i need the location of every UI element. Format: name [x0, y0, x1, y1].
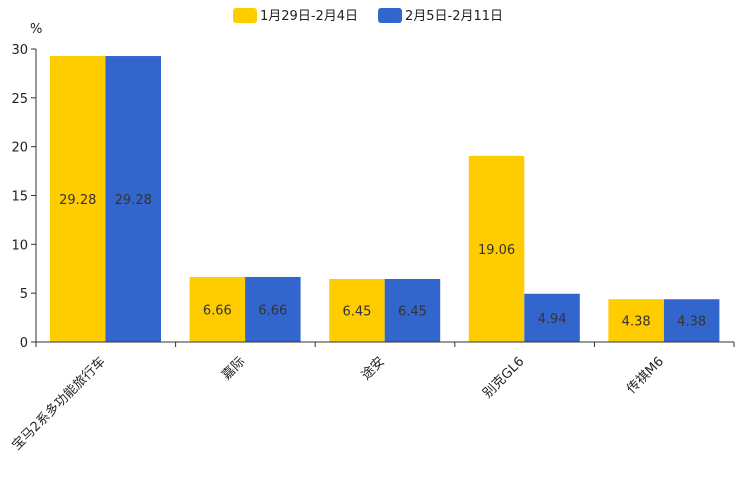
x-axis: 宝马2系多功能旅行车 嘉际 途安 别克GL6 传祺M6	[9, 341, 735, 454]
data-label: 29.28	[59, 193, 96, 208]
x-tick-label: 传祺M6	[624, 354, 667, 397]
y-tick-label: 15	[11, 190, 28, 205]
data-label: 29.28	[115, 193, 152, 208]
data-label: 19.06	[478, 243, 515, 258]
legend-swatch-1	[233, 8, 257, 23]
bar-5-2	[663, 299, 720, 342]
data-label: 4.38	[677, 315, 706, 330]
bar-3-1	[329, 279, 385, 342]
bar-2-2	[245, 276, 301, 342]
data-label: 6.45	[342, 305, 371, 320]
data-label: 6.45	[398, 305, 427, 320]
x-tick-label: 别克GL6	[480, 354, 527, 401]
data-label: 4.38	[622, 315, 651, 330]
y-tick-label: 25	[11, 92, 28, 107]
data-label: 6.66	[203, 303, 232, 318]
y-tick-label: 10	[11, 238, 28, 253]
data-label: 4.94	[538, 312, 567, 327]
legend: 1月29日-2月4日 2月5日-2月11日	[233, 8, 503, 24]
legend-swatch-2	[378, 8, 402, 23]
bar-2-1	[189, 276, 246, 342]
bar-1-1	[50, 56, 106, 342]
bar-3-2	[384, 279, 441, 342]
legend-label-2: 2月5日-2月11日	[405, 9, 503, 24]
bar-5-1	[608, 299, 664, 342]
x-tick-label: 途安	[358, 354, 388, 384]
bar-4-1	[468, 155, 525, 342]
bar-4-2	[524, 293, 580, 342]
y-tick-label: 5	[20, 287, 28, 302]
legend-label-1: 1月29日-2月4日	[260, 9, 358, 24]
x-tick-label: 嘉际	[219, 354, 248, 383]
y-tick-label: 30	[11, 43, 28, 58]
bars: 29.28 29.28 6.66 6.66 6.45 6.45 19.06 4.94 4.38 4…	[50, 56, 720, 342]
y-tick-label: 0	[20, 336, 28, 351]
y-axis: 0 5 10 15 20 25 30	[11, 43, 37, 351]
data-label: 6.66	[258, 303, 287, 318]
bar-1-2	[105, 56, 161, 342]
x-tick-label: 宝马2系多功能旅行车	[9, 354, 109, 454]
y-tick-label: 20	[11, 141, 28, 156]
y-axis-label: %	[30, 22, 42, 37]
